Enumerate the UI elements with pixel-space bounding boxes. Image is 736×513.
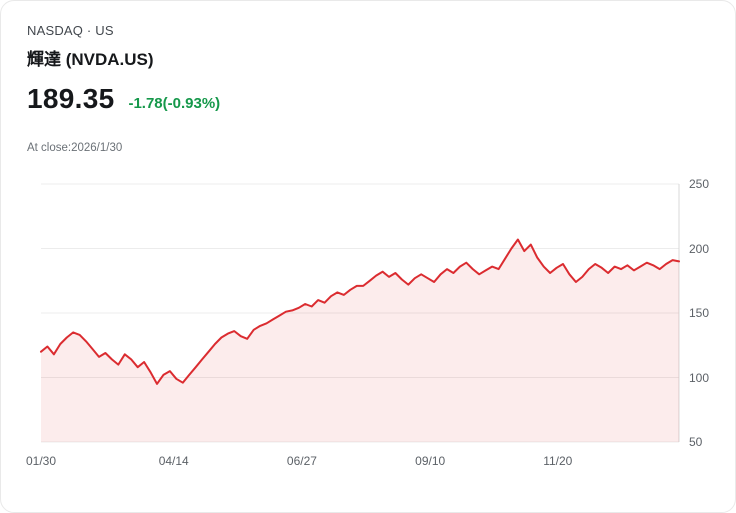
stock-title: 輝達 (NVDA.US) bbox=[27, 50, 154, 69]
price-line bbox=[40, 238, 680, 385]
x-tick-label: 06/27 bbox=[286, 454, 317, 468]
as-of-label: At close:2026/1/30 bbox=[27, 142, 123, 154]
price-change: -1.78(-0.93%) bbox=[128, 95, 221, 112]
last-price: 189.35 bbox=[27, 83, 115, 114]
price-chart[interactable]: 250 200 150 100 50 01/30 04/14 06/27 09/10 11/20 bbox=[1, 171, 735, 491]
x-tick-label: 04/14 bbox=[158, 454, 189, 468]
price-row: 189.35 -1.78(-0.93%) bbox=[27, 83, 220, 115]
x-tick-label: 11/20 bbox=[543, 454, 573, 468]
x-tick-label: 09/10 bbox=[415, 454, 446, 468]
x-tick-label: 01/30 bbox=[25, 454, 57, 468]
price-chart-canvas bbox=[40, 183, 680, 443]
price-area bbox=[41, 239, 679, 442]
y-tick-label: 50 bbox=[689, 435, 703, 449]
y-tick-label: 100 bbox=[689, 370, 710, 385]
y-tick-label: 150 bbox=[689, 306, 710, 320]
exchange-label: NASDAQ · US bbox=[27, 23, 114, 38]
y-tick-label: 250 bbox=[689, 177, 710, 191]
y-tick-label: 200 bbox=[689, 241, 710, 256]
